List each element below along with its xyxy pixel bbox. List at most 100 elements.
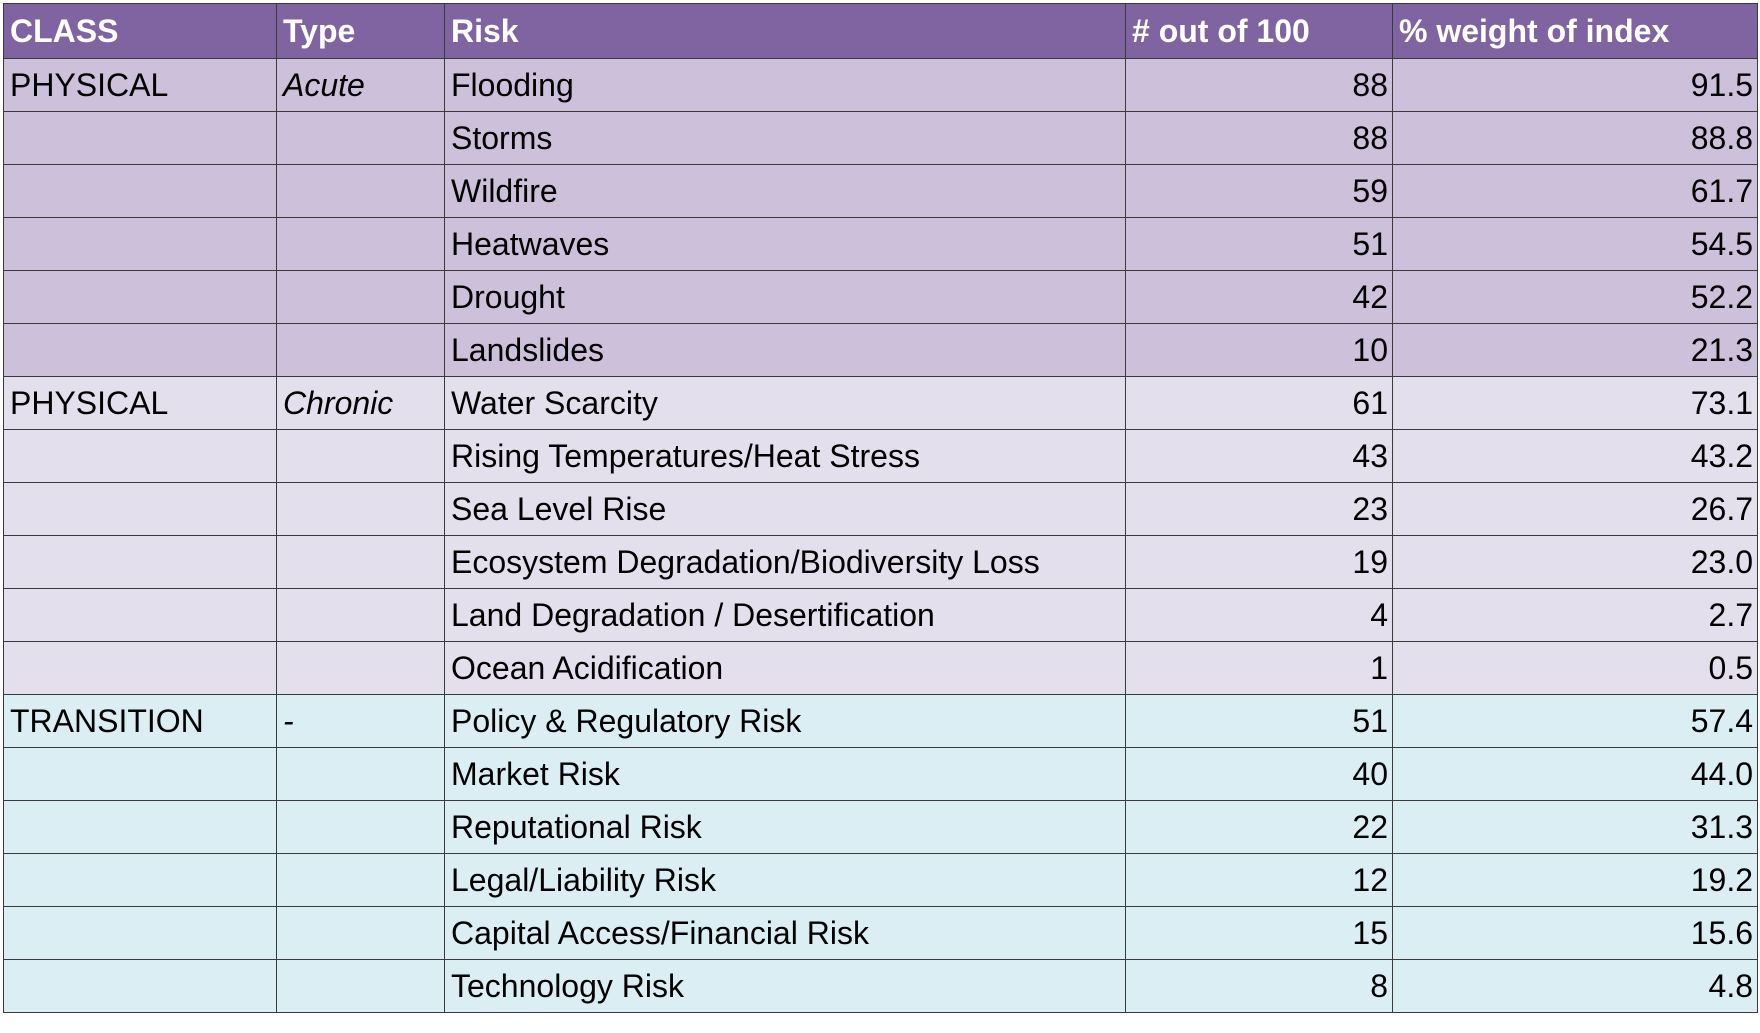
table-row: Technology Risk 8 4.8 bbox=[3, 959, 1758, 1013]
weight-cell: 23.0 bbox=[1392, 535, 1758, 589]
score-cell: 22 bbox=[1125, 800, 1393, 854]
class-cell bbox=[3, 800, 277, 854]
class-cell: PHYSICAL bbox=[3, 58, 277, 112]
table-row: Sea Level Rise 23 26.7 bbox=[3, 482, 1758, 536]
risk-cell: Drought bbox=[444, 270, 1126, 324]
risk-cell: Landslides bbox=[444, 323, 1126, 377]
type-cell bbox=[276, 164, 445, 218]
type-cell bbox=[276, 588, 445, 642]
score-cell: 40 bbox=[1125, 747, 1393, 801]
class-cell bbox=[3, 959, 277, 1013]
type-cell: Chronic bbox=[276, 376, 445, 430]
type-cell bbox=[276, 111, 445, 165]
weight-cell: 26.7 bbox=[1392, 482, 1758, 536]
class-cell bbox=[3, 482, 277, 536]
score-cell: 43 bbox=[1125, 429, 1393, 483]
class-cell bbox=[3, 641, 277, 695]
table-row: Legal/Liability Risk 12 19.2 bbox=[3, 853, 1758, 907]
risk-cell: Rising Temperatures/Heat Stress bbox=[444, 429, 1126, 483]
type-cell bbox=[276, 535, 445, 589]
table-row: Market Risk 40 44.0 bbox=[3, 747, 1758, 801]
weight-cell: 2.7 bbox=[1392, 588, 1758, 642]
class-cell bbox=[3, 429, 277, 483]
table-body: PHYSICAL Acute Flooding 88 91.5 Storms 88 88.8 W… bbox=[3, 58, 1758, 1013]
risk-cell: Storms bbox=[444, 111, 1126, 165]
table-row: Land Degradation / Desertification 4 2.7 bbox=[3, 588, 1758, 642]
column-header: % weight of index bbox=[1392, 3, 1758, 59]
column-header: Risk bbox=[444, 3, 1126, 59]
weight-cell: 54.5 bbox=[1392, 217, 1758, 271]
risk-cell: Capital Access/Financial Risk bbox=[444, 906, 1126, 960]
type-cell bbox=[276, 959, 445, 1013]
type-cell bbox=[276, 323, 445, 377]
score-cell: 23 bbox=[1125, 482, 1393, 536]
table-row: Storms 88 88.8 bbox=[3, 111, 1758, 165]
column-header: # out of 100 bbox=[1125, 3, 1393, 59]
score-cell: 12 bbox=[1125, 853, 1393, 907]
risk-cell: Water Scarcity bbox=[444, 376, 1126, 430]
class-cell bbox=[3, 906, 277, 960]
weight-cell: 57.4 bbox=[1392, 694, 1758, 748]
table-row: Reputational Risk 22 31.3 bbox=[3, 800, 1758, 854]
table-row: Rising Temperatures/Heat Stress 43 43.2 bbox=[3, 429, 1758, 483]
risk-cell: Reputational Risk bbox=[444, 800, 1126, 854]
risk-cell: Sea Level Rise bbox=[444, 482, 1126, 536]
class-cell bbox=[3, 588, 277, 642]
table-row: Heatwaves 51 54.5 bbox=[3, 217, 1758, 271]
table-row: Wildfire 59 61.7 bbox=[3, 164, 1758, 218]
type-cell: Acute bbox=[276, 58, 445, 112]
score-cell: 61 bbox=[1125, 376, 1393, 430]
score-cell: 10 bbox=[1125, 323, 1393, 377]
weight-cell: 19.2 bbox=[1392, 853, 1758, 907]
risk-table: CLASS Type Risk # out of 100% weight of ind… bbox=[3, 3, 1758, 1013]
table-row: PHYSICAL Chronic Water Scarcity 61 73.1 bbox=[3, 376, 1758, 430]
weight-cell: 31.3 bbox=[1392, 800, 1758, 854]
weight-cell: 44.0 bbox=[1392, 747, 1758, 801]
score-cell: 51 bbox=[1125, 217, 1393, 271]
table-row: Drought 42 52.2 bbox=[3, 270, 1758, 324]
type-cell bbox=[276, 482, 445, 536]
table-row: Capital Access/Financial Risk 15 15.6 bbox=[3, 906, 1758, 960]
class-cell bbox=[3, 217, 277, 271]
weight-cell: 15.6 bbox=[1392, 906, 1758, 960]
weight-cell: 0.5 bbox=[1392, 641, 1758, 695]
table-row: Ocean Acidification 1 0.5 bbox=[3, 641, 1758, 695]
type-cell bbox=[276, 641, 445, 695]
weight-cell: 61.7 bbox=[1392, 164, 1758, 218]
class-cell bbox=[3, 111, 277, 165]
type-cell bbox=[276, 853, 445, 907]
score-cell: 88 bbox=[1125, 111, 1393, 165]
type-cell bbox=[276, 217, 445, 271]
score-cell: 59 bbox=[1125, 164, 1393, 218]
weight-cell: 21.3 bbox=[1392, 323, 1758, 377]
class-cell: TRANSITION bbox=[3, 694, 277, 748]
weight-cell: 4.8 bbox=[1392, 959, 1758, 1013]
risk-cell: Market Risk bbox=[444, 747, 1126, 801]
table-row: Landslides 10 21.3 bbox=[3, 323, 1758, 377]
weight-cell: 52.2 bbox=[1392, 270, 1758, 324]
class-cell bbox=[3, 535, 277, 589]
risk-cell: Wildfire bbox=[444, 164, 1126, 218]
score-cell: 15 bbox=[1125, 906, 1393, 960]
risk-cell: Legal/Liability Risk bbox=[444, 853, 1126, 907]
weight-cell: 91.5 bbox=[1392, 58, 1758, 112]
score-cell: 8 bbox=[1125, 959, 1393, 1013]
column-header: CLASS bbox=[3, 3, 277, 59]
score-cell: 4 bbox=[1125, 588, 1393, 642]
type-cell: - bbox=[276, 694, 445, 748]
class-cell bbox=[3, 747, 277, 801]
risk-cell: Ocean Acidification bbox=[444, 641, 1126, 695]
class-cell: PHYSICAL bbox=[3, 376, 277, 430]
type-cell bbox=[276, 429, 445, 483]
score-cell: 42 bbox=[1125, 270, 1393, 324]
risk-cell: Technology Risk bbox=[444, 959, 1126, 1013]
risk-cell: Ecosystem Degradation/Biodiversity Loss bbox=[444, 535, 1126, 589]
type-cell bbox=[276, 906, 445, 960]
table-row: TRANSITION - Policy & Regulatory Risk 51 57.… bbox=[3, 694, 1758, 748]
type-cell bbox=[276, 800, 445, 854]
risk-cell: Policy & Regulatory Risk bbox=[444, 694, 1126, 748]
header-row: CLASS Type Risk # out of 100% weight of ind… bbox=[3, 3, 1758, 59]
score-cell: 51 bbox=[1125, 694, 1393, 748]
score-cell: 1 bbox=[1125, 641, 1393, 695]
